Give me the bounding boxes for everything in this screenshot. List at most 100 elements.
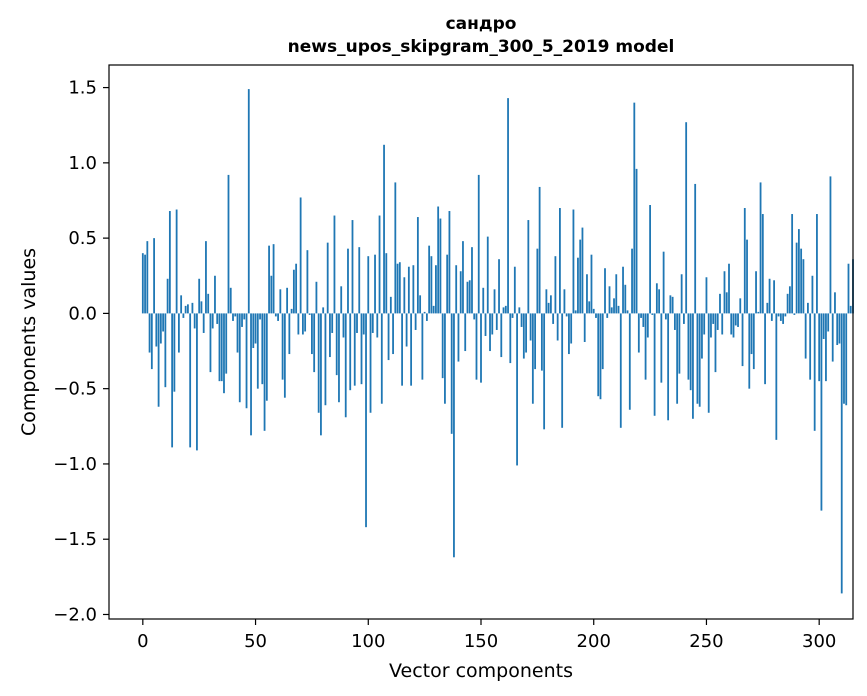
bar-202 bbox=[597, 313, 600, 397]
bar-24 bbox=[196, 313, 198, 451]
bar-12 bbox=[168, 211, 171, 314]
bar-305 bbox=[829, 176, 832, 314]
bar-268 bbox=[746, 239, 748, 314]
y-axis-ticks: 1.5 1.0 0.5 0.0 −0.5 −1.0 −1.5 −2.0 bbox=[53, 78, 109, 625]
bar-108 bbox=[385, 253, 388, 314]
bar-65 bbox=[288, 313, 291, 355]
bar-267 bbox=[743, 208, 746, 314]
bar-76 bbox=[313, 313, 316, 373]
bar-55 bbox=[265, 313, 268, 401]
bar-90 bbox=[344, 313, 347, 418]
bar-58 bbox=[272, 244, 275, 314]
bar-194 bbox=[579, 239, 582, 314]
bar-126 bbox=[425, 313, 428, 321]
bar-157 bbox=[495, 313, 498, 330]
bar-96 bbox=[358, 247, 361, 314]
bar-42 bbox=[236, 313, 239, 353]
bar-43 bbox=[238, 313, 241, 403]
bar-290 bbox=[795, 242, 798, 314]
bar-150 bbox=[480, 313, 482, 383]
bar-60 bbox=[277, 313, 279, 321]
bar-205 bbox=[604, 268, 606, 314]
bar-274 bbox=[759, 182, 762, 314]
bar-113 bbox=[396, 263, 399, 314]
bar-228 bbox=[655, 283, 658, 314]
bar-70 bbox=[299, 197, 302, 314]
bar-143 bbox=[464, 313, 467, 352]
bar-185 bbox=[559, 208, 561, 314]
bar-254 bbox=[714, 313, 717, 373]
bar-130 bbox=[435, 265, 437, 314]
bar-244 bbox=[692, 313, 694, 419]
bar-191 bbox=[572, 209, 575, 314]
bar-5 bbox=[153, 238, 155, 314]
bar-238 bbox=[678, 313, 681, 374]
bar-146 bbox=[471, 247, 473, 314]
bar-97 bbox=[360, 313, 363, 385]
bar-135 bbox=[446, 254, 449, 314]
bar-80 bbox=[322, 307, 325, 314]
bar-45 bbox=[243, 313, 246, 320]
bar-163 bbox=[509, 313, 512, 364]
bar-281 bbox=[775, 313, 778, 440]
bar-89 bbox=[342, 313, 345, 338]
bar-99 bbox=[365, 313, 367, 528]
bar-160 bbox=[502, 307, 505, 314]
bar-32 bbox=[214, 275, 216, 314]
bar-20 bbox=[187, 304, 189, 314]
bar-54 bbox=[263, 313, 266, 431]
bar-189 bbox=[568, 313, 570, 355]
bar-227 bbox=[653, 313, 656, 416]
bar-277 bbox=[766, 302, 769, 314]
bar-287 bbox=[788, 286, 791, 314]
bar-247 bbox=[698, 313, 701, 407]
bar-251 bbox=[707, 313, 710, 413]
bar-6 bbox=[155, 313, 158, 347]
bar-39 bbox=[229, 287, 232, 314]
x-tick-label: 0 bbox=[137, 631, 148, 652]
bar-1 bbox=[144, 254, 146, 314]
bar-17 bbox=[180, 295, 183, 314]
bar-131 bbox=[437, 206, 440, 314]
bar-107 bbox=[383, 144, 385, 314]
bar-230 bbox=[660, 313, 663, 383]
y-tick-label: −1.0 bbox=[53, 454, 97, 475]
bar-81 bbox=[324, 313, 327, 406]
bar-8 bbox=[159, 313, 162, 344]
bar-208 bbox=[610, 307, 613, 314]
bar-206 bbox=[606, 313, 609, 318]
y-tick-label: 1.0 bbox=[68, 153, 97, 174]
bar-210 bbox=[615, 274, 618, 314]
bar-284 bbox=[782, 313, 785, 324]
y-tick-label: 0.5 bbox=[68, 228, 97, 249]
bar-41 bbox=[234, 313, 237, 317]
bar-258 bbox=[723, 271, 726, 314]
bar-88 bbox=[340, 286, 343, 314]
bar-84 bbox=[331, 313, 334, 333]
bar-295 bbox=[807, 302, 809, 314]
bar-140 bbox=[457, 313, 460, 362]
bar-229 bbox=[658, 289, 661, 314]
bar-220 bbox=[637, 313, 640, 353]
bar-233 bbox=[667, 313, 670, 421]
bar-177 bbox=[540, 313, 543, 371]
bar-51 bbox=[256, 313, 259, 389]
bar-136 bbox=[448, 211, 451, 314]
bar-271 bbox=[752, 313, 755, 370]
bar-138 bbox=[453, 313, 455, 558]
bar-172 bbox=[529, 313, 532, 341]
bar-53 bbox=[261, 313, 264, 385]
bar-276 bbox=[764, 313, 766, 385]
bar-149 bbox=[477, 174, 480, 314]
bar-272 bbox=[755, 271, 757, 314]
bar-155 bbox=[491, 313, 494, 335]
bar-246 bbox=[696, 313, 699, 404]
bar-184 bbox=[556, 313, 559, 341]
bar-158 bbox=[498, 259, 500, 314]
bar-11 bbox=[166, 278, 169, 314]
bar-105 bbox=[378, 215, 381, 314]
bar-56 bbox=[268, 245, 270, 314]
bar-22 bbox=[191, 302, 194, 314]
bar-223 bbox=[644, 313, 647, 380]
bar-161 bbox=[504, 305, 507, 314]
